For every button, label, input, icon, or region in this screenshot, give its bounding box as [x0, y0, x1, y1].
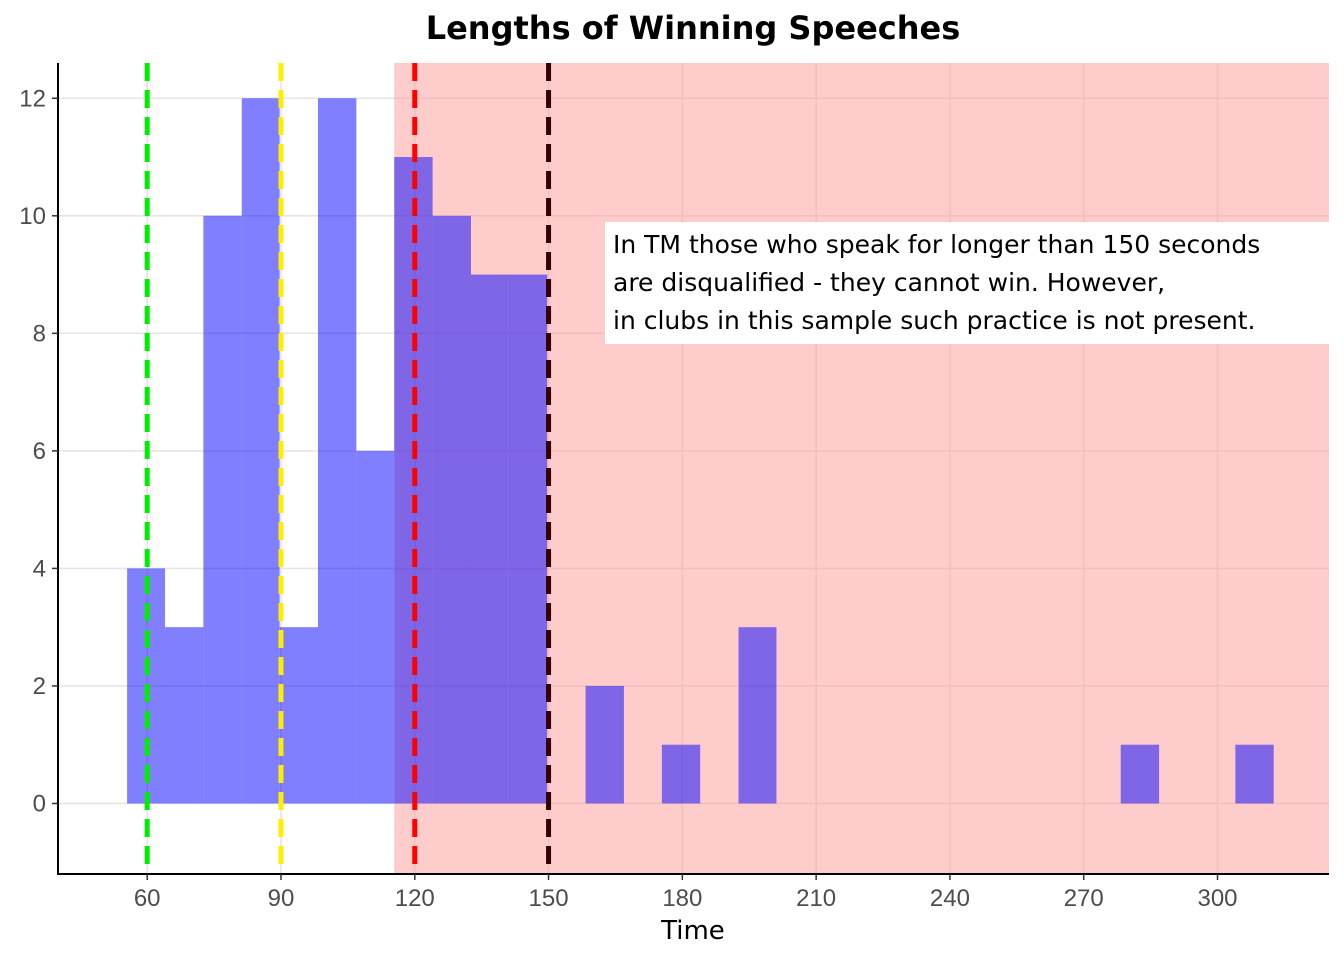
histogram-bar [661, 744, 701, 804]
histogram-bar [432, 215, 471, 804]
annotation-box [605, 222, 1329, 344]
histogram-bar [356, 450, 395, 804]
y-tick-label: 6 [33, 438, 46, 465]
x-tick-label: 60 [134, 885, 161, 912]
x-tick-label: 210 [796, 885, 836, 912]
x-tick-label: 300 [1197, 885, 1237, 912]
x-axis-label: Time [660, 916, 725, 946]
x-tick-label: 240 [930, 885, 970, 912]
histogram-bar [317, 98, 357, 804]
histogram-bar [165, 627, 204, 804]
y-tick-label: 0 [33, 790, 46, 817]
annotation: In TM those who speak for longer than 15… [605, 222, 1329, 344]
x-tick-label: 180 [662, 885, 702, 912]
histogram-bar [241, 98, 280, 804]
x-tick-label: 150 [529, 885, 569, 912]
x-tick-label: 90 [268, 885, 295, 912]
annotation-line-3: in clubs in this sample such practice is… [613, 306, 1255, 335]
y-tick-label: 8 [33, 320, 46, 347]
histogram-bar [470, 274, 509, 804]
histogram-bar [738, 627, 777, 804]
histogram-bar [1235, 744, 1274, 804]
reference-lines [144, 63, 552, 874]
histogram-bar [279, 627, 318, 804]
x-tick-label: 120 [395, 885, 435, 912]
annotation-line-1: In TM those who speak for longer than 15… [613, 230, 1260, 259]
chart-title: Lengths of Winning Speeches [426, 9, 961, 47]
y-tick-label: 12 [19, 85, 46, 112]
histogram-bar [1120, 744, 1160, 804]
y-tick-label: 10 [19, 203, 46, 230]
y-tick-label: 2 [33, 673, 46, 700]
y-tick-label: 4 [33, 555, 46, 582]
x-tick-label: 270 [1064, 885, 1104, 912]
histogram-bars [127, 98, 1274, 804]
histogram-bar [203, 215, 242, 804]
histogram-bar [508, 274, 548, 804]
tick-labels: 0 2 4 6 8 10 12 60 90 120 150 180 210 240 270 300 [19, 85, 1237, 912]
annotation-line-2: are disqualified - they cannot win. Howe… [613, 268, 1165, 297]
axes [52, 63, 1329, 880]
histogram-bar [585, 685, 624, 804]
